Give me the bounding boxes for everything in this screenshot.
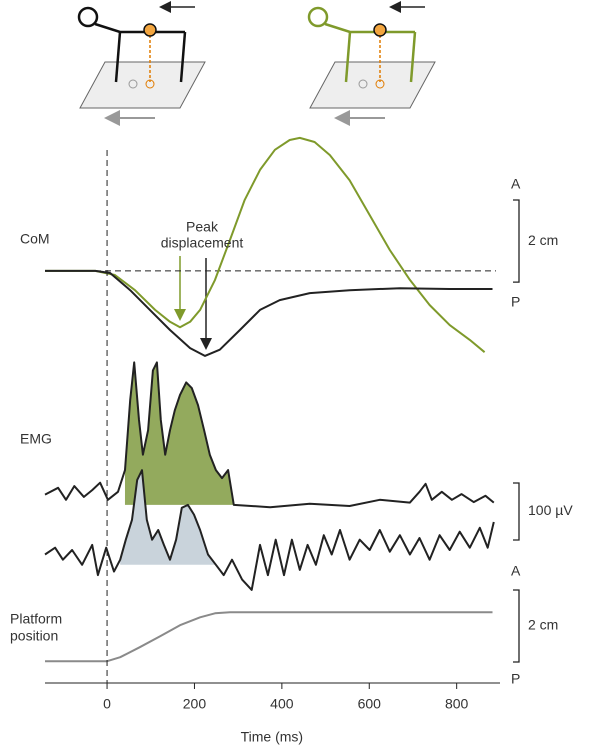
annotation: displacement xyxy=(161,235,244,251)
scale-bar xyxy=(513,590,519,662)
scale-bar xyxy=(513,483,519,540)
icon-subject-1 xyxy=(79,7,205,118)
trace xyxy=(45,362,494,507)
trace xyxy=(45,138,485,352)
direction-label: P xyxy=(511,671,520,687)
direction-label: P xyxy=(511,294,520,310)
x-tick-label: 800 xyxy=(445,696,469,712)
x-tick-label: 400 xyxy=(270,696,294,712)
scale-bar-label: 2 cm xyxy=(528,617,558,633)
icon-subject-2 xyxy=(309,7,435,118)
page: CoM Peakdisplacement 2 cm A P EMG 100 µV Platfo… xyxy=(0,0,591,749)
annotation: Peak xyxy=(186,219,219,235)
scale-bar-label: 2 cm xyxy=(528,232,558,248)
figure: CoM Peakdisplacement 2 cm A P EMG 100 µV Platfo… xyxy=(0,0,591,749)
panel-label: Platform xyxy=(10,611,62,627)
direction-label: A xyxy=(511,176,521,192)
x-axis-title: Time (ms) xyxy=(241,729,303,745)
trace xyxy=(45,271,493,356)
panel-label: CoM xyxy=(20,231,50,247)
panel-label: EMG xyxy=(20,431,52,447)
x-tick-label: 200 xyxy=(183,696,207,712)
scale-bar-label: 100 µV xyxy=(528,502,573,518)
scale-bar xyxy=(513,200,519,282)
x-tick-label: 0 xyxy=(103,696,111,712)
x-tick-label: 600 xyxy=(358,696,382,712)
panel-label: position xyxy=(10,628,58,644)
trace xyxy=(45,612,493,661)
direction-label: A xyxy=(511,563,521,579)
